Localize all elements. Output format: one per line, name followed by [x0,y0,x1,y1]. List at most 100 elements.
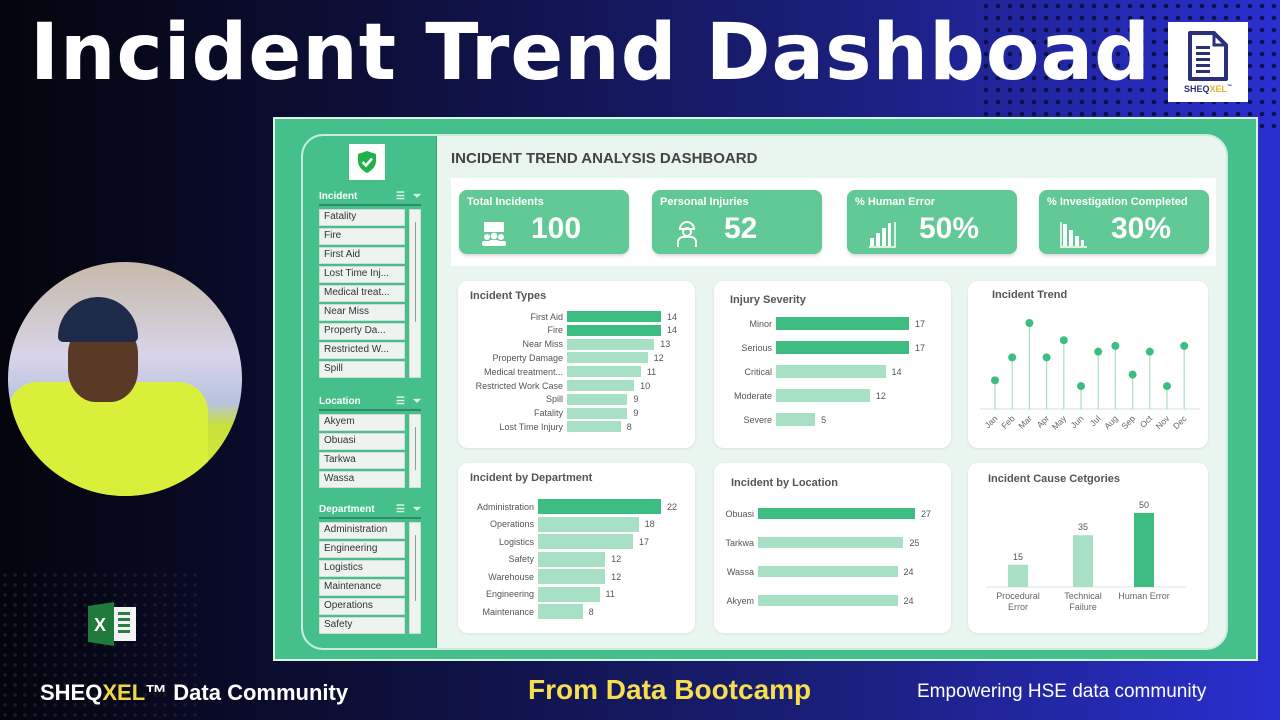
bar[interactable] [567,338,655,350]
bar-decline-icon [1060,222,1087,248]
slicer-title: Location [319,395,361,407]
slicer-item[interactable]: Fatality [319,209,405,226]
chart-injury-severity: Injury Severity Minor 17 Serious 17 Critical… [714,281,951,448]
bar-row: Property Damage 12 [462,352,664,364]
bar-value: 13 [660,339,671,350]
slicer-item[interactable]: Akyem [319,414,405,431]
bar[interactable] [567,407,628,419]
chart-title: Incident by Location [731,477,838,489]
bar[interactable] [567,393,628,405]
slicer-item[interactable]: Tarkwa [319,452,405,469]
slicer-item[interactable]: Spill [319,361,405,378]
bar-value: 5 [821,414,827,425]
svg-text:50: 50 [1139,500,1149,510]
bar-value: 12 [875,390,886,401]
bar[interactable] [538,499,661,514]
bar[interactable] [538,551,606,567]
clear-filter-icon[interactable]: ⏷ [413,395,421,407]
bar[interactable] [538,586,600,602]
bar-row: Obuasi 27 [718,508,931,519]
slicer-item[interactable]: Near Miss [319,304,405,321]
slicer-item[interactable]: Logistics [319,560,405,577]
slicer-item[interactable]: Wassa [319,471,405,488]
slicer-scrollbar[interactable] [409,414,421,488]
bar[interactable] [758,595,898,606]
slicer-item[interactable]: Maintenance [319,579,405,596]
slicer-department: Department ☰ ⏷ Administration Engineering… [319,501,421,634]
kpi-label: Personal Injuries [660,196,749,208]
bar-row: Engineering 11 [462,586,615,602]
dashboard-title: INCIDENT TREND ANALYSIS DASHBOARD [451,150,758,167]
slicer-item[interactable]: Restricted W... [319,342,405,359]
bar-row: Fatality 9 [462,407,638,419]
bar[interactable] [567,311,661,322]
bar-label: Spill [545,394,563,405]
bar[interactable] [538,534,634,549]
slicer-item[interactable]: First Aid [319,247,405,264]
bar[interactable] [538,569,606,584]
kpi-total-incidents: Total Incidents 100 [459,190,629,254]
bar-label: First Aid [530,311,563,322]
slicer-scrollbar[interactable] [409,209,421,378]
filter-sidebar: Incident ☰ ⏷ Fatality Fire First Aid Lost… [303,136,437,648]
bar-label: Moderate [733,390,772,401]
worker-icon [677,221,697,247]
bar[interactable] [538,516,639,532]
bar-label: Medical treatment... [483,366,563,377]
bar[interactable] [567,324,661,336]
slicer-item[interactable]: Safety [319,617,405,634]
svg-text:Aug: Aug [1102,413,1120,431]
bar[interactable] [567,421,621,433]
bar[interactable] [538,604,583,619]
slicer-title: Department [319,503,375,515]
slicer-item[interactable]: Administration [319,522,405,539]
presenter-photo [8,262,242,496]
bar-row: Tarkwa 25 [718,537,919,548]
multi-select-icon[interactable]: ☰ [396,395,405,407]
bar-label: Serious [741,342,772,353]
bar[interactable] [758,537,904,548]
chart-incident-cause-categories: Incident Cause Cetgories 15 Procedural Err… [968,463,1208,633]
slicer-item[interactable]: Operations [319,598,405,615]
bar[interactable] [758,508,915,519]
svg-text:Feb: Feb [999,413,1017,431]
bar-value: 25 [909,537,920,548]
slicer-item[interactable]: Engineering [319,541,405,558]
bar-row: Akyem 24 [718,595,914,606]
bar[interactable] [776,317,909,330]
bar-value: 11 [646,366,657,377]
bar-label: Restricted Work Case [475,380,563,391]
svg-text:Error: Error [1008,602,1028,612]
bar-value: 8 [588,606,594,617]
slicer-item[interactable]: Medical treat... [319,285,405,302]
kpi-value: 50% [919,212,980,245]
bar-row: Spill 9 [462,393,638,405]
kpi-label: % Investigation Completed [1047,196,1188,208]
bar[interactable] [776,341,909,354]
slicer-item[interactable]: Fire [319,228,405,245]
bar[interactable] [567,366,641,378]
bar[interactable] [567,380,635,391]
bar[interactable] [776,389,870,402]
slicer-scrollbar[interactable] [409,522,421,634]
multi-select-icon[interactable]: ☰ [396,190,405,202]
bar-row: Serious 17 [718,341,925,354]
bar-label: Property Damage [492,352,563,363]
bar[interactable] [776,413,816,426]
slicer-item[interactable]: Obuasi [319,433,405,450]
kpi-label: Total Incidents [467,196,544,208]
bar-value: 12 [653,352,664,363]
multi-select-icon[interactable]: ☰ [396,503,405,515]
slicer-item[interactable]: Lost Time Inj... [319,266,405,283]
bar[interactable] [758,566,898,577]
kpi-personal-injuries: Personal Injuries 52 [652,190,822,254]
shield-logo [349,144,385,180]
clear-filter-icon[interactable]: ⏷ [413,503,421,515]
bar[interactable] [567,352,648,364]
bar[interactable] [776,365,886,378]
chart-incident-by-location: Incident by Location Obuasi 27 Tarkwa 25 Was… [714,463,951,633]
slicer-item[interactable]: Property Da... [319,323,405,340]
clear-filter-icon[interactable]: ⏷ [413,190,421,202]
chart-incident-trend: Incident Trend Jan Feb Mar Apr May Jun Jul Aug S… [968,281,1208,448]
